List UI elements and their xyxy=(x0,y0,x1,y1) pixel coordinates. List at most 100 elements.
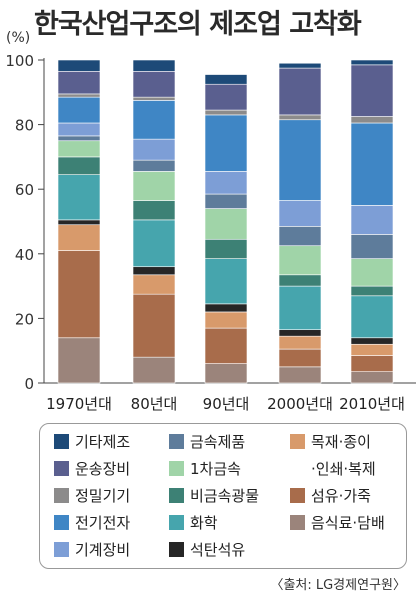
legend-label: 화학 xyxy=(190,514,218,532)
bar-segment xyxy=(278,335,322,350)
legend-swatch xyxy=(54,488,69,503)
bar-segment xyxy=(350,343,394,356)
legend-label: 운송장비 xyxy=(75,460,131,478)
bar-segment xyxy=(350,258,394,287)
legend-item-chemicals: 화학 xyxy=(169,515,218,532)
bar-segment xyxy=(132,159,176,172)
bar-segment xyxy=(204,303,248,313)
bar-segment xyxy=(204,327,248,364)
x-tick-label: 90년대 xyxy=(203,395,250,413)
legend-label: 기계장비 xyxy=(75,541,131,559)
x-tick-label: 2000년대 xyxy=(267,395,333,413)
bar-segment xyxy=(350,337,394,345)
bar-segment xyxy=(204,109,248,116)
bar-segment xyxy=(57,96,101,124)
bar-segment xyxy=(350,355,394,372)
y-axis-unit: (%) xyxy=(6,30,31,46)
bar-segment xyxy=(57,71,101,95)
x-tick-label: 1970년대 xyxy=(46,395,112,413)
legend-label: 금속제품 xyxy=(190,433,246,451)
legend-item-food-tobacco: 음식료·담배 xyxy=(290,515,385,532)
legend-item-primary-metals: 1차금속 xyxy=(169,461,241,478)
bar-segment xyxy=(204,171,248,195)
bar-segment xyxy=(132,96,176,101)
bar-segment xyxy=(57,250,101,339)
legend-item-wood-paper: 목재·종이 xyxy=(290,434,371,451)
legend-label: 석탄석유 xyxy=(190,541,246,559)
bar-segment xyxy=(278,200,322,227)
bar-segment xyxy=(57,135,101,142)
bar-segment xyxy=(132,219,176,268)
legend-label: 음식료·담배 xyxy=(311,514,385,532)
source-note: 〈출처: LG경제연구원〉 xyxy=(270,578,406,593)
y-tick-label: 80 xyxy=(15,117,34,135)
legend-item-textiles: 섬유·가죽 xyxy=(290,488,371,505)
legend-swatch xyxy=(169,488,184,503)
legend-item-precision: 정밀기기 xyxy=(54,488,130,505)
bar-segment xyxy=(278,114,322,121)
bar-segment xyxy=(350,285,394,297)
legend-item-electronics: 전기전자 xyxy=(54,515,130,532)
bar-segment xyxy=(204,74,248,85)
legend-swatch xyxy=(290,434,305,449)
stacked-bar-chart: 0 20 40 60 80 100 1970년대 80년대 90년대 2000년대 2010년대 xyxy=(5,52,416,413)
bar-segment xyxy=(57,122,101,137)
bar-segment xyxy=(350,205,394,235)
legend: 기타제조 운송장비 정밀기기 전기전자 기계장비 금속제품 1차금속 비금속광물… xyxy=(39,423,407,569)
bar-segment xyxy=(204,363,248,384)
legend-swatch xyxy=(290,515,305,530)
bar-segment xyxy=(57,156,101,175)
bar-segment xyxy=(57,224,101,251)
legend-item-wood-paper-continued: ·인쇄·복제 xyxy=(311,461,376,478)
legend-item-non-metallic-minerals: 비금속광물 xyxy=(169,488,259,505)
bar-segment xyxy=(204,193,248,209)
bar-segment xyxy=(278,285,322,331)
bar-segment xyxy=(132,71,176,98)
bar-segment xyxy=(350,295,394,339)
bar-segment xyxy=(278,245,322,276)
legend-swatch xyxy=(169,434,184,449)
bar-segment xyxy=(57,219,101,226)
bar-segment xyxy=(278,62,322,69)
legend-item-machinery: 기계장비 xyxy=(54,542,130,559)
bar-segment xyxy=(132,274,176,295)
bar-segment xyxy=(132,266,176,276)
legend-item-coal-petroleum: 석탄석유 xyxy=(169,542,245,559)
legend-item-etc-manufacturing: 기타제조 xyxy=(54,434,130,451)
legend-label: 정밀기기 xyxy=(75,487,131,505)
legend-label: 전기전자 xyxy=(75,514,131,532)
legend-item-metal-products: 금속제품 xyxy=(169,434,245,451)
bar-segment xyxy=(278,226,322,247)
bar-segment xyxy=(204,208,248,240)
legend-swatch xyxy=(169,542,184,557)
bar-segment xyxy=(57,59,101,72)
y-tick-label: 100 xyxy=(5,52,34,70)
bar-segment xyxy=(350,234,394,259)
legend-swatch xyxy=(290,488,305,503)
bar-segment xyxy=(204,114,248,172)
bar-segment xyxy=(204,258,248,305)
bar-segment xyxy=(278,329,322,337)
bar-segment xyxy=(204,238,248,259)
bar-segment xyxy=(350,371,394,384)
bar-segment xyxy=(278,348,322,368)
x-tick-label: 80년대 xyxy=(131,395,178,413)
bar-segment xyxy=(350,64,394,117)
y-tick-label: 60 xyxy=(15,181,34,199)
bar-segment xyxy=(132,356,176,384)
bar-segment xyxy=(57,174,101,221)
legend-label: 기타제조 xyxy=(75,433,131,451)
chart-title: 한국산업구조의 제조업 고착화 xyxy=(34,9,362,40)
bar-segment xyxy=(350,122,394,206)
y-tick-label: 20 xyxy=(15,310,34,328)
legend-swatch xyxy=(54,515,69,530)
bar-segment xyxy=(57,140,101,158)
bar-segment xyxy=(132,138,176,161)
legend-label: 1차금속 xyxy=(190,460,241,478)
legend-label: 비금속광물 xyxy=(190,487,260,505)
y-tick-label: 40 xyxy=(15,246,34,264)
legend-swatch xyxy=(169,515,184,530)
bar-segment xyxy=(132,171,176,201)
bar-segment xyxy=(350,116,394,124)
bar-segment xyxy=(132,100,176,140)
